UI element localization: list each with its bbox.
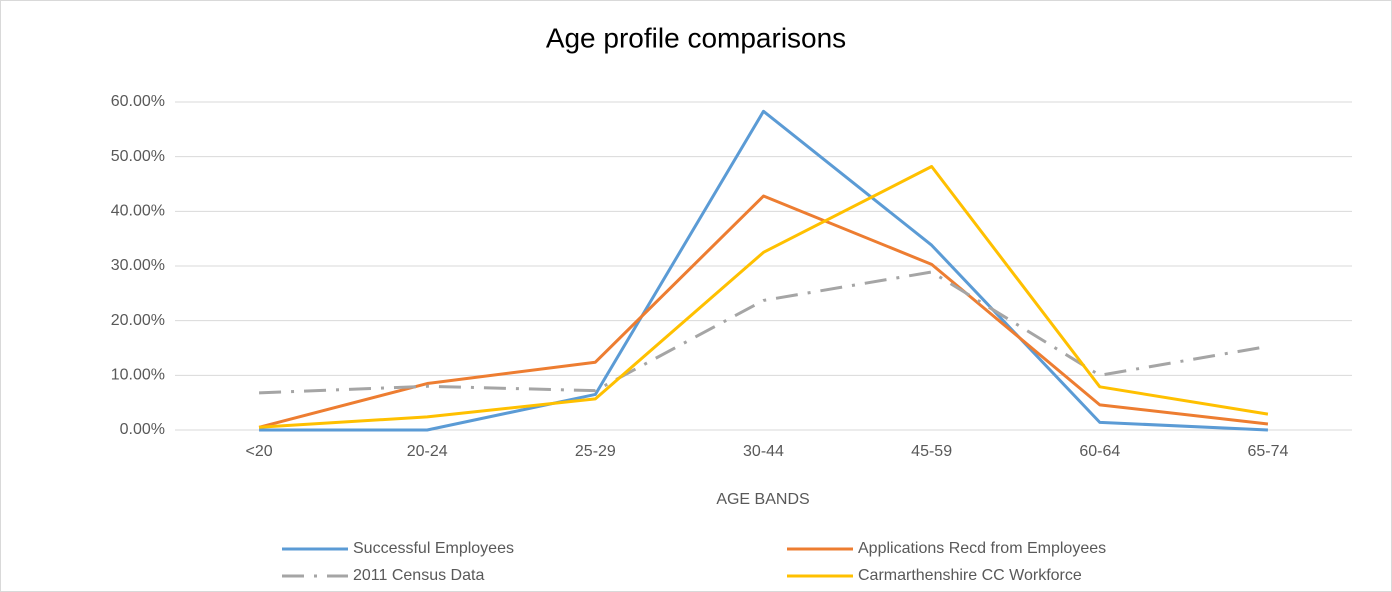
legend-label: Carmarthenshire CC Workforce	[858, 567, 1082, 584]
x-tick-label: 45-59	[911, 443, 952, 460]
x-axis-title: AGE BANDS	[716, 491, 809, 508]
y-tick-label: 0.00%	[120, 421, 165, 438]
chart-title: Age profile comparisons	[546, 22, 846, 53]
series-line	[258, 194, 1269, 429]
x-tick-label: 20-24	[407, 443, 448, 460]
series-line	[259, 270, 1269, 395]
y-tick-label: 60.00%	[111, 93, 165, 110]
y-tick-label: 20.00%	[111, 312, 165, 329]
series-line	[258, 165, 1269, 429]
y-tick-label: 10.00%	[111, 367, 165, 384]
series-line	[259, 109, 1268, 432]
y-tick-label: 50.00%	[111, 148, 165, 165]
x-tick-label: <20	[246, 443, 273, 460]
y-tick-label: 40.00%	[111, 203, 165, 220]
x-tick-label: 65-74	[1247, 443, 1288, 460]
x-tick-label: 25-29	[575, 443, 616, 460]
legend-label: Successful Employees	[353, 540, 514, 557]
x-tick-label: 60-64	[1079, 443, 1120, 460]
legend-label: Applications Recd from Employees	[858, 540, 1106, 557]
x-tick-label: 30-44	[743, 443, 784, 460]
legend-label: 2011 Census Data	[353, 567, 484, 584]
y-tick-label: 30.00%	[111, 257, 165, 274]
